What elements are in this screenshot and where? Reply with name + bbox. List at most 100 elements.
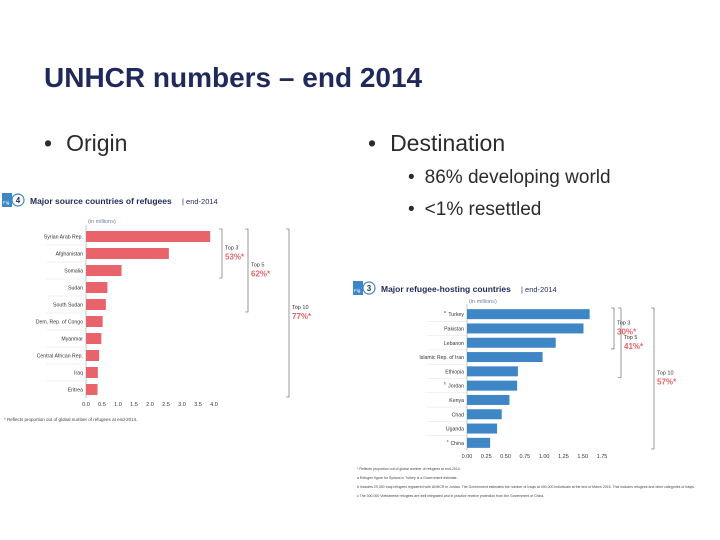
bar <box>86 282 108 293</box>
chart-title: Major refugee-hosting countries <box>381 284 511 294</box>
x-tick-label: 0.50 <box>500 454 511 460</box>
footnote: * Reflects proportion out of global numb… <box>4 417 137 422</box>
bullet-origin-label: Origin <box>66 130 128 156</box>
bar <box>467 409 502 420</box>
x-tick-label: 0.00 <box>462 454 473 460</box>
sub-bullet-developing: • 86% developing world <box>408 167 611 189</box>
category-label: Islamic Rep. of Iran <box>419 355 464 361</box>
bracket-value: 41%* <box>624 342 644 351</box>
bar <box>86 299 106 310</box>
x-tick-label: 2.0 <box>146 402 154 408</box>
bracket-value: 57%* <box>657 378 677 387</box>
category-label: South Sudan <box>53 303 83 309</box>
category-label: Pakistan <box>444 326 464 332</box>
fig-badge-bar <box>353 281 363 295</box>
x-tick-label: 1.5 <box>130 402 138 408</box>
bullet-destination: • Destination <box>368 130 505 157</box>
chart-title-suffix: | end-2014 <box>521 285 557 294</box>
x-tick-label: 0.0 <box>82 402 90 408</box>
x-tick-label: 0.25 <box>481 454 492 460</box>
bar <box>467 394 510 405</box>
bullet-origin: • Origin <box>44 130 127 157</box>
bracket-value: 62%* <box>251 270 271 279</box>
footnote: b Includes 29,300 Iraqi refugees registe… <box>357 485 695 489</box>
x-tick-label: 0.5 <box>98 402 106 408</box>
bracket-line <box>245 228 249 313</box>
sub-bullet-resettled: • <1% resettled <box>408 199 541 221</box>
category-label: Central African Rep. <box>37 354 83 360</box>
bar <box>467 423 498 434</box>
sub-bullet-developing-label: 86% developing world <box>424 167 611 188</box>
bar <box>467 323 584 334</box>
bracket-label: Top 3 <box>617 320 630 326</box>
fig-badge-label: Fig. 3 <box>354 288 366 293</box>
category-label: Afghanistan <box>56 252 84 258</box>
category-label: Somalia <box>64 269 83 275</box>
fig-badge-bar <box>2 193 12 207</box>
source-countries-chart: Fig. 4 4 Major source countries of refugee… <box>2 193 312 422</box>
x-tick-label: 2.5 <box>162 402 170 408</box>
x-tick-label: 3.5 <box>194 402 202 408</box>
category-label: Jordan <box>448 384 464 390</box>
bracket-line <box>651 307 655 450</box>
category-label: Kenya <box>449 398 464 404</box>
category-label: Sudan <box>68 286 83 292</box>
bracket-label: Top 5 <box>251 263 264 269</box>
category-label: Syrian Arab Rep. <box>44 235 83 241</box>
category-label: Lebanon <box>444 341 464 347</box>
footnote: a Refugee figure for Syrians in Turkey i… <box>357 476 458 480</box>
sub-bullet-dot: • <box>408 199 415 220</box>
bracket-line <box>618 307 622 378</box>
bar <box>86 265 122 276</box>
bar <box>86 248 169 259</box>
bar <box>86 350 100 361</box>
chart-title-suffix: | end-2014 <box>182 197 218 206</box>
bracket-line <box>219 228 223 279</box>
bracket-value: 30%* <box>617 327 637 336</box>
bullet-destination-label: Destination <box>390 130 506 156</box>
category-label: Ethiopia <box>445 369 464 375</box>
bar <box>86 384 98 395</box>
bar <box>86 367 98 378</box>
x-tick-label: 1.75 <box>597 454 608 460</box>
x-tick-label: 0.75 <box>519 454 530 460</box>
category-label: Myanmar <box>61 337 83 343</box>
bullet-dot: • <box>44 130 53 156</box>
bracket-label: Top 10 <box>657 371 674 377</box>
x-tick-label: 1.25 <box>558 454 569 460</box>
fig-number: 3 <box>367 284 372 293</box>
bracket-line <box>286 228 290 398</box>
slide-title: UNHCR numbers – end 2014 <box>44 62 423 93</box>
unit-label: (in millions) <box>88 219 116 225</box>
footnote: * Reflects proportion out of global numb… <box>357 467 461 471</box>
sub-bullet-resettled-label: <1% resettled <box>424 199 542 220</box>
fig-number-badge <box>362 281 376 295</box>
bar <box>467 352 543 363</box>
x-tick-label: 1.0 <box>114 402 122 408</box>
bracket-label: Top 3 <box>225 246 238 252</box>
bar <box>86 333 102 344</box>
hosting-countries-chart-panel: Fig. 3 3 Major refugee-hosting countries | … <box>353 277 720 517</box>
bar <box>86 231 211 242</box>
bracket-label: Top 5 <box>624 335 637 341</box>
source-countries-chart-panel: Fig. 4 4 Major source countries of refugee… <box>2 190 352 428</box>
bracket-value: 77%* <box>292 312 312 321</box>
fig-number-badge <box>11 193 25 207</box>
bar <box>467 437 491 448</box>
bracket-label: Top 10 <box>292 305 309 311</box>
fig-number: 4 <box>16 196 21 205</box>
bar <box>467 337 556 348</box>
category-label: Iraq <box>74 371 83 377</box>
category-label: Dem. Rep. of Congo <box>36 320 83 326</box>
category-label: Uganda <box>446 427 464 433</box>
unit-label: (in millions) <box>469 299 497 305</box>
x-tick-label: 3.0 <box>178 402 186 408</box>
category-marker: a <box>444 310 446 314</box>
bar <box>467 309 590 320</box>
bar <box>467 380 518 391</box>
bracket-line <box>611 307 615 350</box>
bracket-value: 53%* <box>225 253 245 262</box>
category-marker: b <box>444 382 446 386</box>
category-label: Chad <box>452 412 465 418</box>
category-label: Eritrea <box>68 388 83 394</box>
